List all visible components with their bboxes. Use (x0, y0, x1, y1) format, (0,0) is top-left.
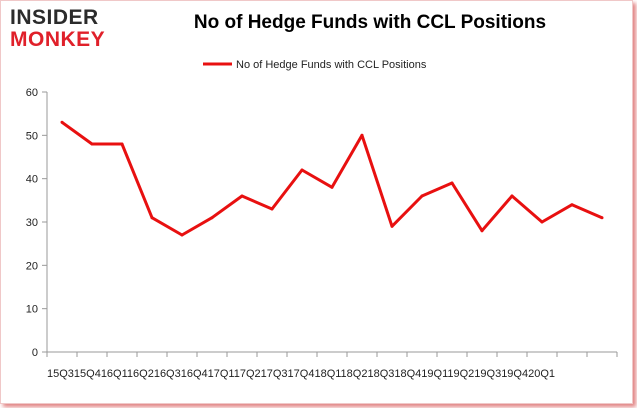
data-point (210, 216, 214, 220)
y-tick-label: 10 (26, 304, 38, 316)
data-point (60, 120, 64, 124)
data-point (390, 224, 394, 228)
y-tick-label: 40 (26, 174, 38, 186)
series-line (61, 121, 603, 237)
y-tick-label: 20 (26, 260, 38, 272)
data-point (120, 142, 124, 146)
data-point (330, 185, 334, 189)
y-tick-label: 0 (32, 347, 38, 359)
insider-monkey-logo: INSIDER MONKEY (10, 6, 118, 52)
data-point (450, 181, 454, 185)
data-point (480, 229, 484, 233)
series-group (60, 120, 604, 237)
data-point (360, 133, 364, 137)
x-axis-tick-labels: 15Q315Q416Q116Q216Q316Q417Q117Q217Q317Q4… (47, 368, 555, 380)
y-axis-ticks: 0 10 20 30 40 50 60 (26, 87, 47, 359)
data-point (510, 194, 514, 198)
y-tick-label: 30 (26, 217, 38, 229)
chart-title: No of Hedge Funds with CCL Positions (193, 12, 547, 33)
legend: No of Hedge Funds with CCL Positions (203, 59, 427, 71)
logo-text-top: INSIDER (10, 6, 99, 29)
data-point (90, 142, 94, 146)
data-point (240, 194, 244, 198)
y-tick-label: 60 (26, 87, 38, 99)
y-tick-label: 50 (26, 130, 38, 142)
logo-text-bottom: MONKEY (10, 28, 106, 51)
data-point (180, 233, 184, 237)
data-point (420, 194, 424, 198)
data-point (270, 207, 274, 211)
legend-label: No of Hedge Funds with CCL Positions (236, 59, 427, 71)
data-point (570, 203, 574, 207)
data-point (540, 220, 544, 224)
data-point (150, 216, 154, 220)
data-point (600, 216, 604, 220)
data-point (300, 168, 304, 172)
axes (46, 92, 618, 357)
